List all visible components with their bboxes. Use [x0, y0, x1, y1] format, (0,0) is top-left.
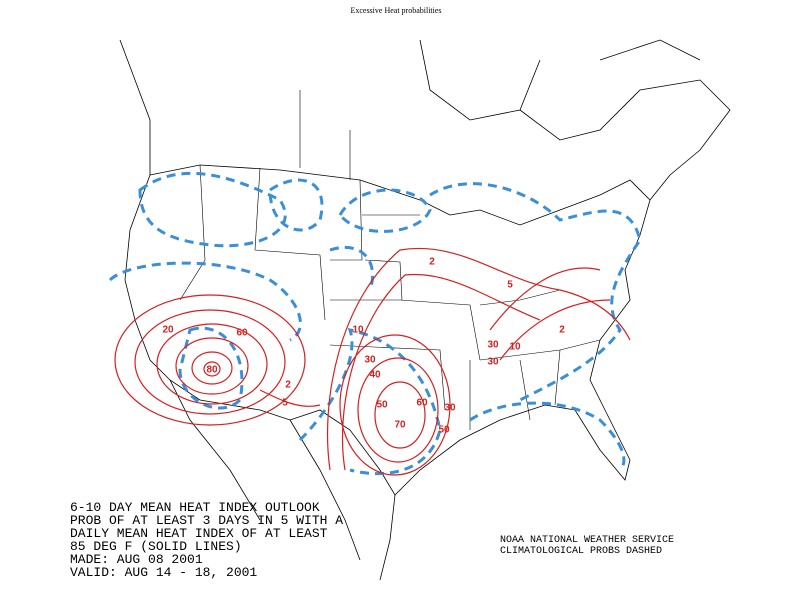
contour-label: 10: [352, 325, 364, 336]
contour-label: 2: [429, 257, 435, 268]
contour-label: 2: [285, 380, 291, 391]
dashed-contour: [178, 326, 244, 410]
caption-line: PROB OF AT LEAST 3 DAYS IN 5 WITH A: [70, 513, 343, 528]
caption-line: VALID: AUG 14 - 18, 2001: [70, 565, 257, 580]
dashed-contour: [338, 188, 432, 233]
caption-line: DAILY MEAN HEAT INDEX OF AT LEAST: [70, 526, 328, 541]
state-lines: [179, 90, 601, 430]
contour-label: 10: [509, 342, 521, 353]
credit-line: CLIMATOLOGICAL PROBS DASHED: [500, 546, 662, 557]
contour-label: 30: [444, 403, 456, 414]
contour-label: 5: [507, 280, 513, 291]
map-title: Excessive Heat probabilities: [350, 6, 441, 15]
dashed-contour: [108, 245, 375, 342]
contour-label: 50: [376, 400, 388, 411]
contour-label: 5: [282, 398, 288, 409]
contour-label: 30: [487, 340, 499, 351]
contour-labels: 2 5 2 10 30 30 10 20 60 80 30 40 50 60 70 30 50 2 5: [162, 257, 565, 436]
caption-line: 85 DEG F (SOLID LINES): [70, 539, 242, 554]
mexico-coast: [169, 379, 396, 581]
caption: 6-10 DAY MEAN HEAT INDEX OUTLOOK PROB OF…: [70, 500, 674, 580]
heat-contours: [114, 247, 631, 476]
contour-label: 70: [394, 420, 406, 431]
dashed-contour: [298, 328, 442, 476]
climatology-contours: [108, 171, 642, 476]
contour-label: 60: [416, 398, 428, 409]
dashed-contour: [268, 178, 324, 232]
coastline: [124, 164, 651, 496]
dashed-contour: [138, 171, 287, 248]
solid-contour: [134, 309, 286, 415]
dashed-contour: [469, 401, 626, 472]
solid-contour: [327, 247, 631, 471]
dashed-contour: [429, 182, 642, 402]
solid-contour: [357, 357, 439, 463]
solid-contour: [203, 361, 221, 377]
solid-contour: [114, 294, 306, 426]
credit-line: NOAA NATIONAL WEATHER SERVICE: [500, 535, 674, 546]
contour-label: 2: [559, 325, 565, 336]
caption-line: MADE: AUG 08 2001: [70, 552, 203, 567]
contour-label: 40: [369, 370, 381, 381]
solid-contour: [156, 323, 268, 405]
solid-contour: [175, 337, 249, 395]
contour-label: 30: [487, 357, 499, 368]
solid-contour: [191, 351, 233, 385]
caption-line: 6-10 DAY MEAN HEAT INDEX OUTLOOK: [70, 500, 320, 515]
contour-label: 60: [236, 328, 248, 339]
solid-contour: [259, 267, 611, 407]
solid-contour: [342, 273, 541, 471]
contour-label: 20: [162, 325, 174, 336]
solid-contour: [339, 334, 451, 476]
contour-label: 30: [364, 355, 376, 366]
contour-label: 50: [438, 425, 450, 436]
contour-label: 80: [206, 365, 218, 376]
canada-coast: [119, 39, 731, 201]
solid-contour: [374, 381, 426, 449]
